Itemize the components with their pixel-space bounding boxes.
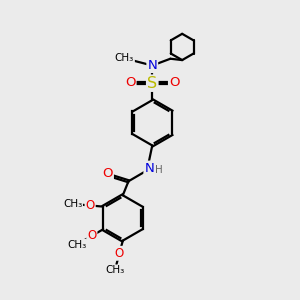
Text: O: O xyxy=(87,229,97,242)
Text: N: N xyxy=(147,59,157,72)
Text: CH₃: CH₃ xyxy=(67,240,86,250)
Text: S: S xyxy=(147,76,157,91)
Text: H: H xyxy=(155,165,163,176)
Text: O: O xyxy=(125,76,136,88)
Text: O: O xyxy=(115,247,124,260)
Text: O: O xyxy=(102,167,113,180)
Text: N: N xyxy=(144,162,154,175)
Text: CH₃: CH₃ xyxy=(115,53,134,63)
Text: CH₃: CH₃ xyxy=(63,199,82,209)
Text: O: O xyxy=(169,76,179,88)
Text: CH₃: CH₃ xyxy=(105,266,124,275)
Text: O: O xyxy=(85,199,95,212)
